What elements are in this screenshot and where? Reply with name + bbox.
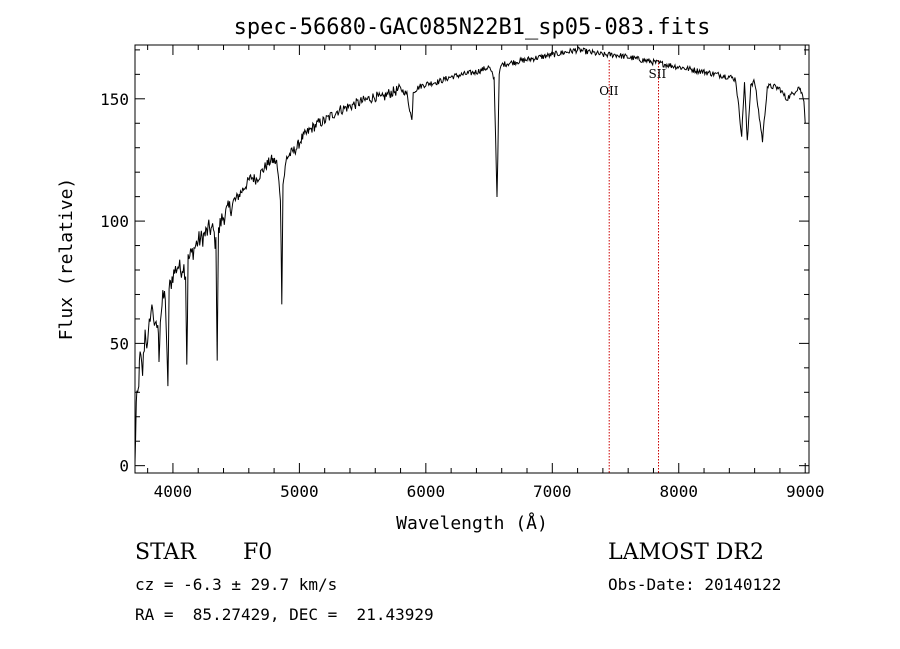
x-tick-label: 6000 [407, 482, 446, 501]
axis-ticks [135, 45, 809, 473]
line-annotations: OII SII [599, 60, 666, 473]
annotation-label: OII [599, 84, 619, 98]
object-type: STAR [135, 540, 196, 565]
survey-name: LAMOST DR2 [608, 540, 764, 565]
x-tick-label: 8000 [659, 482, 698, 501]
x-tick-labels: 4000 5000 6000 7000 8000 9000 [154, 482, 825, 501]
x-tick-label: 9000 [786, 482, 825, 501]
x-axis-label: Wavelength (Å) [396, 512, 548, 534]
chart-title: spec-56680-GAC085N22B1_sp05-083.fits [234, 15, 711, 40]
coordinates-info: RA = 85.27429, DEC = 21.43929 [135, 605, 434, 624]
y-tick-labels: 0 50 100 150 [100, 90, 129, 476]
x-tick-label: 4000 [154, 482, 193, 501]
y-tick-label: 50 [110, 334, 129, 353]
x-tick-label: 5000 [280, 482, 319, 501]
y-tick-label: 0 [119, 457, 129, 476]
y-axis-label: Flux (relative) [56, 178, 77, 341]
flux-line [134, 46, 806, 463]
y-tick-label: 150 [100, 90, 129, 109]
observation-date: Obs-Date: 20140122 [608, 575, 782, 594]
x-tick-label: 7000 [533, 482, 572, 501]
y-tick-label: 100 [100, 212, 129, 231]
plot-frame [134, 44, 810, 474]
object-subclass: F0 [243, 540, 273, 565]
annotation-label: SII [649, 67, 667, 81]
redshift-info: cz = -6.3 ± 29.7 km/s [135, 575, 338, 594]
